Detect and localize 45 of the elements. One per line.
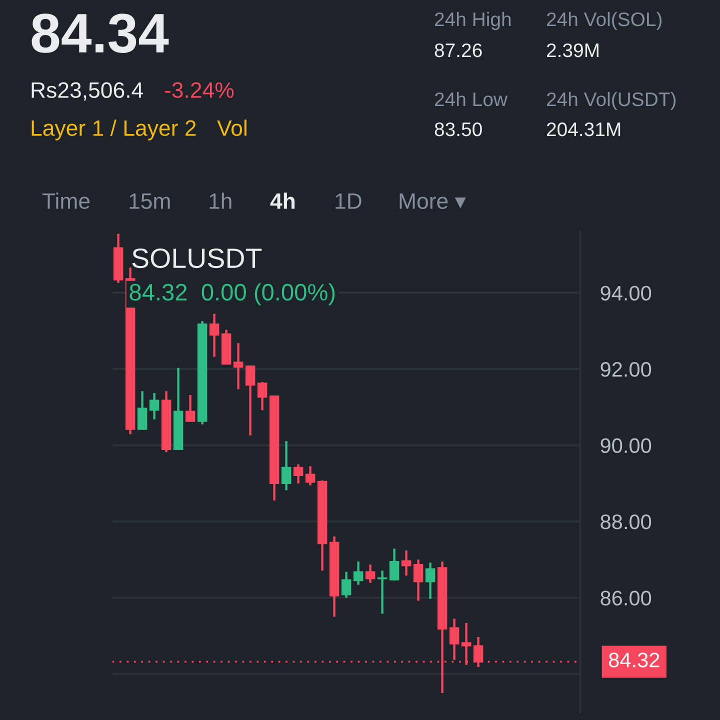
candlestick — [413, 558, 424, 602]
candlestick — [245, 364, 256, 436]
text: 4h — [270, 192, 295, 209]
text: 1h — [210, 192, 232, 209]
y-tick-label: 92.00 — [600, 362, 652, 377]
text: 24h Vol(SOL) — [546, 12, 662, 30]
text: Layer 1 / Layer 2 — [32, 120, 196, 140]
text: 84.34 — [32, 14, 169, 53]
text: -3.24% — [164, 82, 234, 98]
text: 204.31M — [546, 122, 620, 136]
text: 83.50 — [434, 122, 482, 136]
ref-line-label: 84.32 — [609, 652, 660, 668]
candlestick — [209, 312, 220, 358]
y-tick-label: 86.00 — [600, 590, 652, 606]
candlestick — [185, 394, 196, 422]
candlestick — [401, 549, 412, 577]
text: 84.32 0.00 (0.00%) — [130, 283, 335, 306]
candlestick — [137, 390, 148, 430]
text: 24h High — [434, 12, 511, 30]
text: Rs23,506.4 — [32, 82, 144, 101]
candlestick — [293, 463, 304, 485]
candlestick — [425, 562, 436, 600]
text: More ▾ — [400, 193, 466, 209]
chart-title: SOLUSDT — [132, 248, 262, 268]
candlestick — [473, 636, 484, 668]
candlestick — [281, 440, 292, 492]
candlestick — [365, 563, 376, 584]
text: 24h Vol(USDT) — [546, 92, 676, 110]
text: 24h Low — [434, 92, 508, 106]
text: 1D — [336, 193, 362, 209]
text: 15m — [130, 193, 170, 209]
candlestick — [305, 465, 316, 486]
y-tick-label: 88.00 — [600, 514, 652, 530]
candlestick — [257, 380, 268, 412]
y-tick-label: 94.00 — [600, 286, 652, 301]
text: Time — [42, 192, 90, 209]
y-tick-label: 90.00 — [600, 438, 652, 454]
candlestick — [341, 570, 352, 599]
text: 2.39M — [546, 43, 598, 58]
candlestick — [389, 547, 400, 582]
candlestick — [149, 392, 160, 420]
candlestick — [353, 560, 364, 586]
candlestick — [233, 342, 244, 390]
text: Vol — [217, 120, 246, 136]
text: 87.26 — [434, 43, 482, 58]
